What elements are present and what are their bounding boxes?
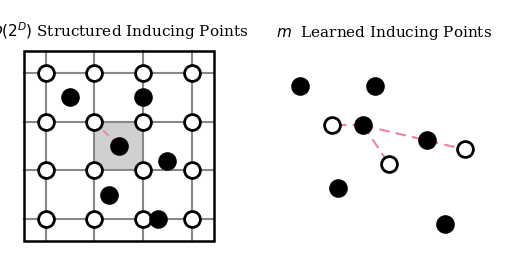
Point — [296, 84, 304, 88]
Point — [154, 217, 162, 221]
Point — [66, 95, 74, 99]
Point — [105, 193, 113, 197]
Title: $m$  Learned Inducing Points: $m$ Learned Inducing Points — [277, 24, 492, 41]
Point — [188, 168, 196, 172]
Point — [423, 137, 431, 142]
Point — [188, 71, 196, 75]
Point — [41, 217, 50, 221]
Point — [359, 123, 367, 127]
Point — [163, 158, 171, 163]
Point — [90, 217, 99, 221]
Point — [461, 147, 469, 152]
Point — [328, 123, 336, 127]
Point — [188, 120, 196, 124]
Point — [139, 95, 147, 99]
Point — [139, 71, 147, 75]
Point — [41, 120, 50, 124]
Point — [139, 120, 147, 124]
Point — [90, 120, 99, 124]
Bar — [94, 122, 143, 170]
Point — [188, 217, 196, 221]
Point — [384, 162, 393, 166]
Point — [139, 217, 147, 221]
Point — [115, 144, 123, 148]
Point — [370, 84, 379, 88]
Point — [41, 168, 50, 172]
Point — [90, 71, 99, 75]
Point — [441, 222, 449, 226]
Title: $\mathcal{O}(2^D)$ Structured Inducing Points: $\mathcal{O}(2^D)$ Structured Inducing P… — [0, 20, 248, 41]
Point — [41, 71, 50, 75]
Point — [139, 168, 147, 172]
Point — [90, 168, 99, 172]
Point — [334, 186, 342, 190]
